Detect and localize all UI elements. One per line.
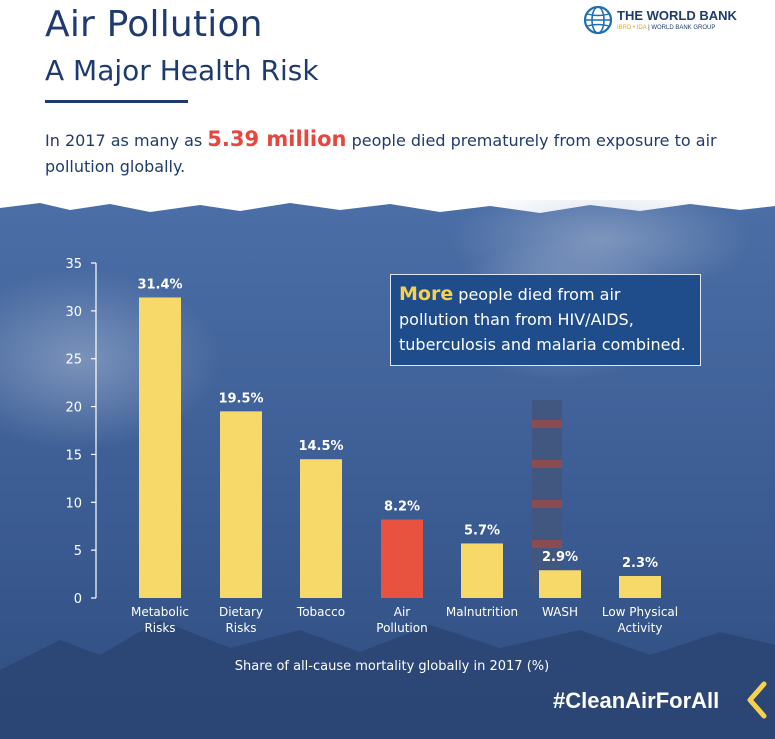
logo-name: THE WORLD BANK <box>617 8 737 23</box>
intro-text: In 2017 as many as 5.39 million people d… <box>45 126 745 180</box>
bar <box>619 575 661 598</box>
title-divider <box>45 100 188 103</box>
value-label: 14.5% <box>298 439 343 454</box>
bar <box>220 411 262 598</box>
value-label: 2.3% <box>622 556 658 571</box>
x-tick-label: Activity <box>618 621 663 635</box>
logo-tagline-ibrd: IBRD • IDA <box>617 25 647 31</box>
y-tick-label: 15 <box>65 448 82 463</box>
callout-lead: More <box>399 283 454 305</box>
page-subtitle: A Major Health Risk <box>45 54 319 87</box>
x-axis-title: Share of all-cause mortality globally in… <box>235 659 549 674</box>
chevron-left-icon <box>747 681 767 719</box>
x-tick-label: Risks <box>144 621 175 635</box>
y-tick-label: 30 <box>65 305 82 320</box>
header: Air Pollution A Major Health Risk In 201… <box>0 0 775 210</box>
bar <box>139 297 181 598</box>
logo-tagline: IBRD • IDA | WORLD BANK GROUP <box>617 25 715 31</box>
value-label: 2.9% <box>542 550 578 565</box>
page-title: Air Pollution <box>45 4 263 45</box>
bar <box>539 570 581 598</box>
value-labels: 31.4% 19.5% 14.5% 8.2% 5.7% 2.9% 2.3% <box>137 277 658 571</box>
x-tick-label: Metabolic <box>131 605 189 619</box>
value-label: 5.7% <box>464 523 500 538</box>
y-tick-label: 35 <box>65 257 82 272</box>
y-tick-label: 5 <box>74 544 82 559</box>
bars <box>139 297 661 598</box>
intro-highlight: 5.39 million <box>207 127 347 151</box>
x-tick-label: Malnutrition <box>446 605 518 619</box>
value-label: 31.4% <box>137 277 182 292</box>
globe-icon <box>583 5 613 35</box>
value-label: 19.5% <box>218 391 263 406</box>
y-axis: 0 5 10 15 20 25 30 35 <box>65 257 97 607</box>
y-tick-label: 20 <box>65 401 82 416</box>
bar <box>381 519 423 598</box>
bar <box>300 459 342 598</box>
logo-tagline-rest: | WORLD BANK GROUP <box>646 25 716 31</box>
x-tick-label: Low Physical <box>602 605 678 619</box>
x-tick-label: Tobacco <box>296 605 345 619</box>
x-tick-label: Dietary <box>219 605 263 619</box>
value-label: 8.2% <box>384 500 420 515</box>
intro-after: people died prematurely from exposure to… <box>45 131 717 176</box>
x-tick-label: WASH <box>542 605 578 619</box>
world-bank-logo: THE WORLD BANK IBRD • IDA | WORLD BANK G… <box>583 5 758 39</box>
intro-before: In 2017 as many as <box>45 131 208 150</box>
y-tick-label: 10 <box>65 496 82 511</box>
x-tick-label: Risks <box>225 621 256 635</box>
callout-text: people died from air pollution than from… <box>399 285 686 354</box>
y-tick-label: 25 <box>65 353 82 368</box>
x-tick-labels: Metabolic Risks Dietary Risks Tobacco Air Poll… <box>131 605 678 635</box>
x-tick-label: Pollution <box>376 621 427 635</box>
bar <box>461 543 503 598</box>
x-tick-label: Air <box>394 605 411 619</box>
y-tick-label: 0 <box>74 592 82 607</box>
hashtag: #CleanAirForAll <box>553 688 720 713</box>
callout-box: More people died from air pollution than… <box>390 274 701 366</box>
